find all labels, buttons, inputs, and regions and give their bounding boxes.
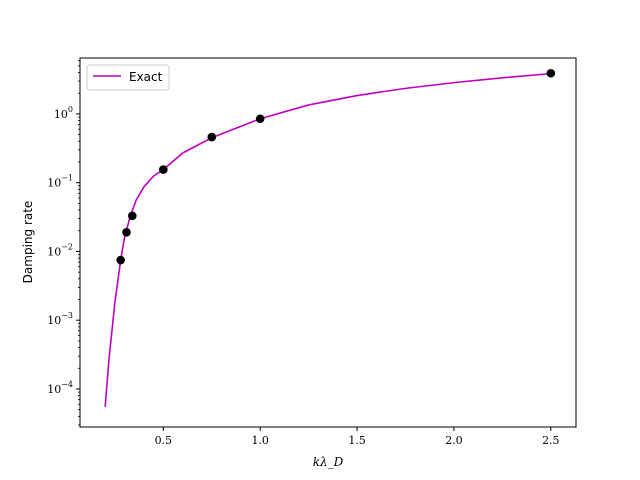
x-tick-label: 1.0 [251,434,269,447]
data-point [207,132,217,142]
y-tick-label: 10−4 [47,380,73,396]
x-axis-label: kλ_D [313,455,344,469]
plot-area-frame [79,57,577,428]
y-axis-ticks: 10−4 10−3 10−2 10−1 100 [47,59,80,426]
y-tick-label: 10−2 [47,242,73,258]
y-axis-label: Damping rate [21,201,35,284]
x-tick-label: 1.5 [348,434,366,447]
x-tick-label: 2.5 [542,434,560,447]
x-axis-ticks: 0.5 1.0 1.5 2.0 2.5 [155,427,560,447]
data-point [128,211,137,221]
y-tick-label: 100 [54,105,73,121]
data-point [159,165,168,174]
legend: Exact [86,64,170,91]
legend-label-exact: Exact [129,70,163,84]
y-tick-label: 10−1 [47,174,73,190]
data-point [255,114,265,124]
x-tick-label: 2.0 [445,434,463,447]
x-tick-label: 0.5 [155,434,173,447]
data-point [116,255,125,265]
plot-content [104,68,556,407]
data-point [122,227,131,237]
y-tick-label: 10−3 [47,311,73,327]
data-point [546,68,556,78]
legend-box [86,64,170,91]
